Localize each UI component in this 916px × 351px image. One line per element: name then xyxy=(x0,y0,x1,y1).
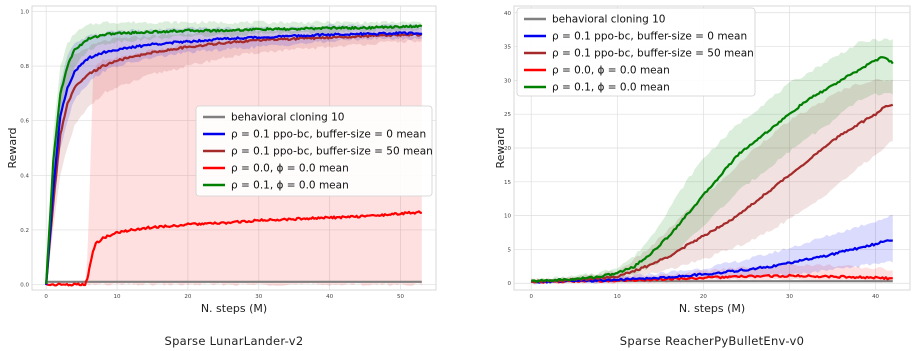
x-axis-label: N. steps (M) xyxy=(679,302,745,315)
x-axis-label: N. steps (M) xyxy=(201,302,267,315)
legend-label-rho0: ρ = 0.0, ϕ = 0.0 mean xyxy=(552,65,670,77)
y-tick-label: 0.4 xyxy=(20,173,29,179)
band-rho01 xyxy=(531,38,893,284)
legend-box xyxy=(195,105,433,197)
y-tick-label: 0.0 xyxy=(20,283,29,289)
line-buf50 xyxy=(531,103,894,284)
line-buf0 xyxy=(530,239,893,284)
x-tick-label: 40 xyxy=(872,294,879,300)
x-tick-label: 10 xyxy=(114,294,121,300)
grid xyxy=(514,6,910,290)
line-buf50 xyxy=(45,32,423,284)
legend-label-buf50: ρ = 0.1 ppo-bc, buffer-size = 50 mean xyxy=(552,48,754,60)
chart-reacher: 0 10 20 30 40 0 5 10 15 20 25 30 35 40 N. steps (M) R… xyxy=(494,5,911,348)
y-tick-label: 25 xyxy=(504,112,511,118)
y-tick-label: 15 xyxy=(504,180,511,186)
y-tick-label: 20 xyxy=(504,146,511,152)
y-tick-label: 10 xyxy=(504,214,511,220)
y-tick-label: 0.8 xyxy=(20,64,29,70)
line-rho01 xyxy=(531,56,894,283)
band-buf50 xyxy=(531,78,893,284)
tick-labels: 0 10 20 30 40 0 5 10 15 20 25 30 35 40 xyxy=(504,11,880,300)
tick-labels: 0 10 20 30 40 50 0.0 0.2 0.4 0.6 0.8 1.0 xyxy=(20,9,404,300)
legend: behavioral cloning 10 ρ = 0.1 ppo-bc, buf… xyxy=(195,105,433,197)
legend-label-buf0: ρ = 0.1 ppo-bc, buffer-size = 0 mean xyxy=(552,31,747,43)
x-tick-label: 40 xyxy=(326,294,333,300)
legend-label-bc: behavioral cloning 10 xyxy=(552,14,665,26)
band-rho01 xyxy=(46,20,422,286)
x-tick-label: 0 xyxy=(529,294,533,300)
x-tick-label: 10 xyxy=(614,294,621,300)
legend-box xyxy=(516,7,756,97)
y-tick-label: 5 xyxy=(508,247,512,253)
line-buf0 xyxy=(45,31,423,286)
y-tick-label: 0.6 xyxy=(20,119,29,125)
series-lines xyxy=(530,56,894,284)
legend-label-rho01: ρ = 0.1, ϕ = 0.0 mean xyxy=(231,180,349,192)
y-tick-label: 35 xyxy=(504,45,511,51)
legend-label-bc: behavioral cloning 10 xyxy=(231,112,344,124)
y-tick-label: 40 xyxy=(504,11,511,17)
line-rho01 xyxy=(45,24,423,285)
chart-caption: Sparse ReacherPyBulletEnv-v0 xyxy=(620,334,804,348)
x-tick-label: 0 xyxy=(44,294,48,300)
legend-label-rho0: ρ = 0.0, ϕ = 0.0 mean xyxy=(231,163,349,175)
chart-lunarlander: 0 10 20 30 40 50 0.0 0.2 0.4 0.6 0.8 1.0 N. steps (… xyxy=(6,5,437,348)
y-tick-label: 0.2 xyxy=(20,228,29,234)
x-tick-label: 20 xyxy=(700,294,707,300)
legend-label-buf0: ρ = 0.1 ppo-bc, buffer-size = 0 mean xyxy=(231,129,426,141)
y-tick-label: 0 xyxy=(508,281,512,287)
band-buf0 xyxy=(46,23,422,285)
x-tick-label: 50 xyxy=(397,294,404,300)
band-buf50 xyxy=(46,26,422,287)
x-tick-label: 20 xyxy=(184,294,191,300)
legend-label-rho01: ρ = 0.1, ϕ = 0.0 mean xyxy=(552,82,670,94)
line-rho0 xyxy=(45,210,422,287)
x-tick-label: 30 xyxy=(255,294,262,300)
y-tick-label: 30 xyxy=(504,78,511,84)
band-buf0 xyxy=(531,214,893,285)
legend: behavioral cloning 10 ρ = 0.1 ppo-bc, buf… xyxy=(516,7,756,97)
y-axis-label: Reward xyxy=(6,128,19,169)
series-lines xyxy=(45,24,423,287)
x-tick-label: 30 xyxy=(786,294,793,300)
chart-caption: Sparse LunarLander-v2 xyxy=(164,334,303,348)
legend-label-buf50: ρ = 0.1 ppo-bc, buffer-size = 50 mean xyxy=(231,146,433,158)
y-tick-label: 1.0 xyxy=(20,9,29,15)
y-axis-label: Reward xyxy=(494,128,507,169)
